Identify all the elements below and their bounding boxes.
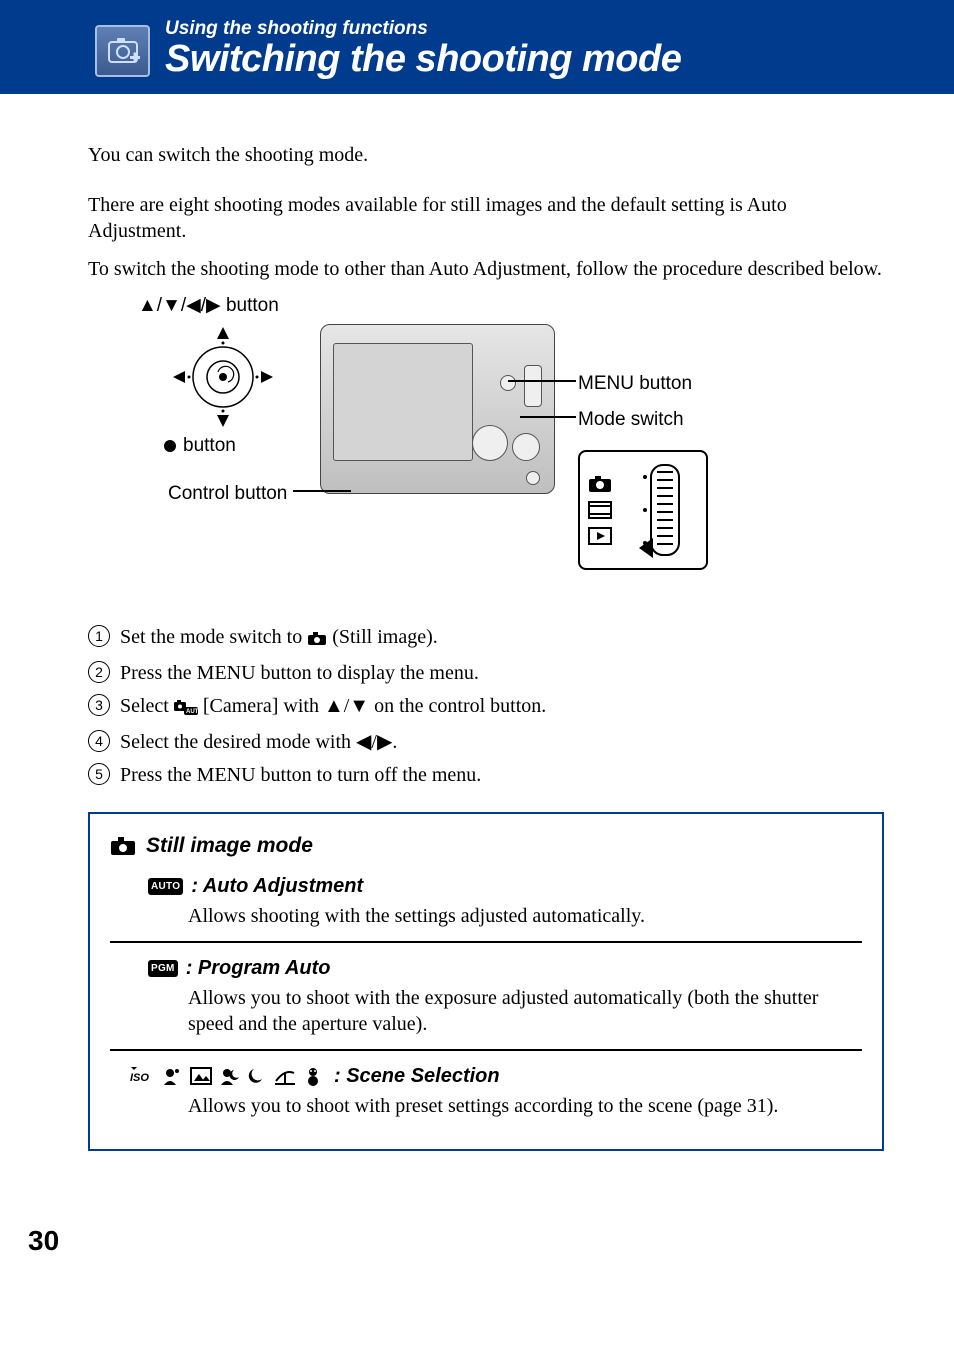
leader-line [508,380,576,382]
section-label: Using the shooting functions [165,18,681,40]
program-mode-desc: Allows you to shoot with the exposure ad… [188,985,862,1037]
divider [110,1049,862,1051]
step-text: Select [120,695,174,717]
auto-mode-desc: Allows shooting with the settings adjust… [188,903,862,929]
step-text: Press the MENU button to turn off the me… [120,764,481,786]
menu-button-label: MENU button [578,372,692,397]
svg-text:AUTO: AUTO [186,709,198,715]
intro-line-1: You can switch the shooting mode. [88,142,884,168]
procedure-steps: Set the mode switch to (Still image). Pr… [88,624,884,788]
page-title: Switching the shooting mode [165,38,681,81]
twilight-icon [248,1067,266,1085]
page-number: 30 [28,1225,59,1257]
step-text: Select the desired mode with ◀/▶. [120,731,397,753]
page-header: Using the shooting functions Switching t… [0,0,954,94]
mode-switch-illustration [578,450,708,570]
camera-illustration [320,324,555,494]
mode-box-title: Still image mode [110,832,862,859]
step-5: Press the MENU button to turn off the me… [88,762,884,788]
program-mode-title-text: : Program Auto [186,955,331,981]
pgm-badge-icon: PGM [148,960,178,977]
step-4: Select the desired mode with ◀/▶. [88,729,884,755]
intro-line-2: There are eight shooting modes available… [88,192,884,244]
camera-still-icon [588,475,612,493]
mode-switch-label: Mode switch [578,408,684,433]
step-text: Set the mode switch to [120,626,307,648]
step-2: Press the MENU button to display the men… [88,660,884,686]
mode-slider-icon [620,460,698,560]
auto-mode-title: AUTO : Auto Adjustment [148,873,862,899]
dot-button-text: button [183,434,236,459]
iso-icon: ISO [130,1067,154,1085]
scene-mode-title-text: : Scene Selection [334,1063,500,1089]
step-3: Select AUTO [Camera] with ▲/▼ on the con… [88,693,884,722]
scene-mode-desc: Allows you to shoot with preset settings… [188,1093,862,1119]
camera-menu-icon: AUTO [174,696,198,722]
leader-line [293,490,351,492]
camera-diagram: ▲/▼/◀/▶ button button Control button [88,294,884,604]
snow-icon [304,1066,322,1086]
twilight-portrait-icon [220,1067,240,1085]
divider [110,941,862,943]
beach-icon [274,1067,296,1085]
page-content: You can switch the shooting mode. There … [0,94,954,1151]
intro-line-3: To switch the shooting mode to other tha… [88,256,884,282]
arrow-button-label: ▲/▼/◀/▶ button [138,294,279,319]
landscape-icon [190,1067,212,1085]
control-button-illustration [168,322,278,432]
step-text: [Camera] with ▲/▼ on the control button. [203,695,546,717]
auto-mode-title-text: : Auto Adjustment [191,873,363,899]
step-text: Press the MENU button to display the men… [120,662,479,684]
dot-button-label: button [163,434,236,459]
step-text: (Still image). [332,626,438,648]
soft-snap-icon [162,1067,182,1085]
program-mode-title: PGM : Program Auto [148,955,862,981]
step-1: Set the mode switch to (Still image). [88,624,884,653]
auto-badge-icon: AUTO [148,878,183,895]
header-section-icon [95,25,150,77]
svg-text:ISO: ISO [130,1072,149,1084]
control-button-label: Control button [168,482,287,507]
leader-line [520,416,576,418]
camera-still-icon [307,627,327,653]
mode-box-title-text: Still image mode [146,832,313,859]
movie-icon [588,501,612,519]
still-image-mode-box: Still image mode AUTO : Auto Adjustment … [88,812,884,1151]
playback-icon [588,527,612,545]
camera-still-icon [110,836,136,856]
scene-mode-title: ISO : Scene Selection [130,1063,862,1089]
